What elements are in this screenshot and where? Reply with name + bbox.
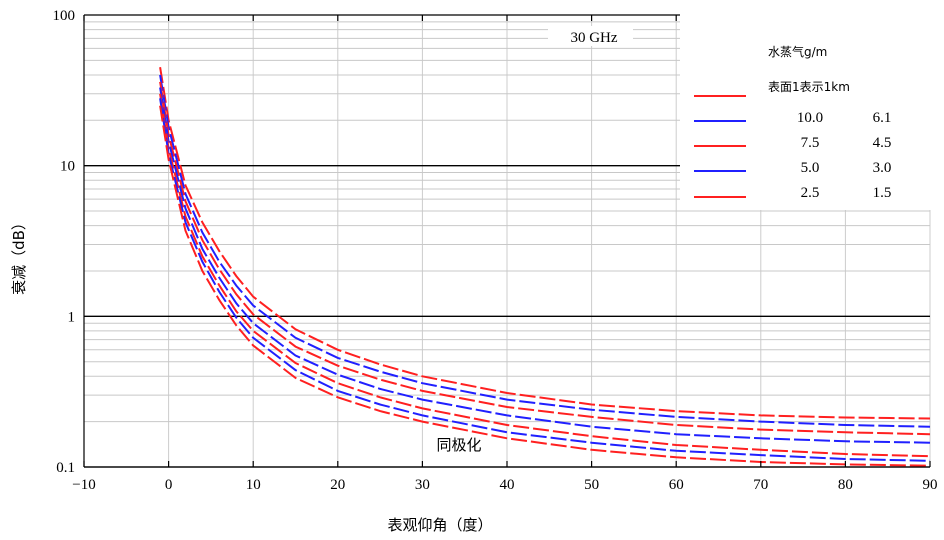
x-tick-label: 0 bbox=[165, 477, 173, 493]
title-box bbox=[548, 26, 633, 46]
x-tick-label: 80 bbox=[838, 477, 853, 493]
series-layer bbox=[159, 67, 931, 467]
legend-value: 4.5 bbox=[873, 135, 892, 151]
series-line-4 bbox=[159, 87, 931, 444]
x-tick-label: 40 bbox=[500, 477, 515, 493]
x-tick-label: 60 bbox=[669, 477, 684, 493]
legend-title: 水蒸气g/m bbox=[768, 44, 827, 59]
legend-value: 1.5 bbox=[873, 185, 892, 201]
legend-box bbox=[680, 14, 932, 210]
legend-value: 3.0 bbox=[873, 160, 892, 176]
legend-value: 6.1 bbox=[873, 110, 892, 126]
series-line-5 bbox=[159, 93, 931, 458]
y-axis-label: 衰减（dB） bbox=[10, 215, 28, 295]
x-tick-label: −10 bbox=[72, 477, 95, 493]
legend-value: 7.5 bbox=[801, 135, 820, 151]
y-tick-label: 0.1 bbox=[56, 460, 75, 476]
x-tick-label: 50 bbox=[584, 477, 599, 493]
legend-value: 5.0 bbox=[801, 160, 820, 176]
x-tick-label: 20 bbox=[330, 477, 345, 493]
x-tick-label: 90 bbox=[923, 477, 938, 493]
legend-value: 10.0 bbox=[797, 110, 823, 126]
x-tick-label: 30 bbox=[415, 477, 430, 493]
chart-title: 30 GHz bbox=[570, 30, 617, 46]
x-tick-label: 70 bbox=[753, 477, 768, 493]
y-tick-label: 10 bbox=[60, 159, 75, 175]
x-axis-label: 表观仰角（度） bbox=[387, 516, 492, 534]
y-tick-label: 1 bbox=[68, 309, 76, 325]
legend-value: 2.5 bbox=[801, 185, 820, 201]
annotation-label: 同极化 bbox=[436, 436, 481, 454]
y-tick-label: 100 bbox=[53, 8, 76, 24]
x-tick-label: 10 bbox=[246, 477, 261, 493]
legend: 水蒸气g/m 表面1表示1km 10.0 6.1 7.5 4.5 5.0 3.0 2.5 1.… bbox=[680, 14, 932, 210]
legend-subtitle: 表面1表示1km bbox=[768, 80, 850, 94]
